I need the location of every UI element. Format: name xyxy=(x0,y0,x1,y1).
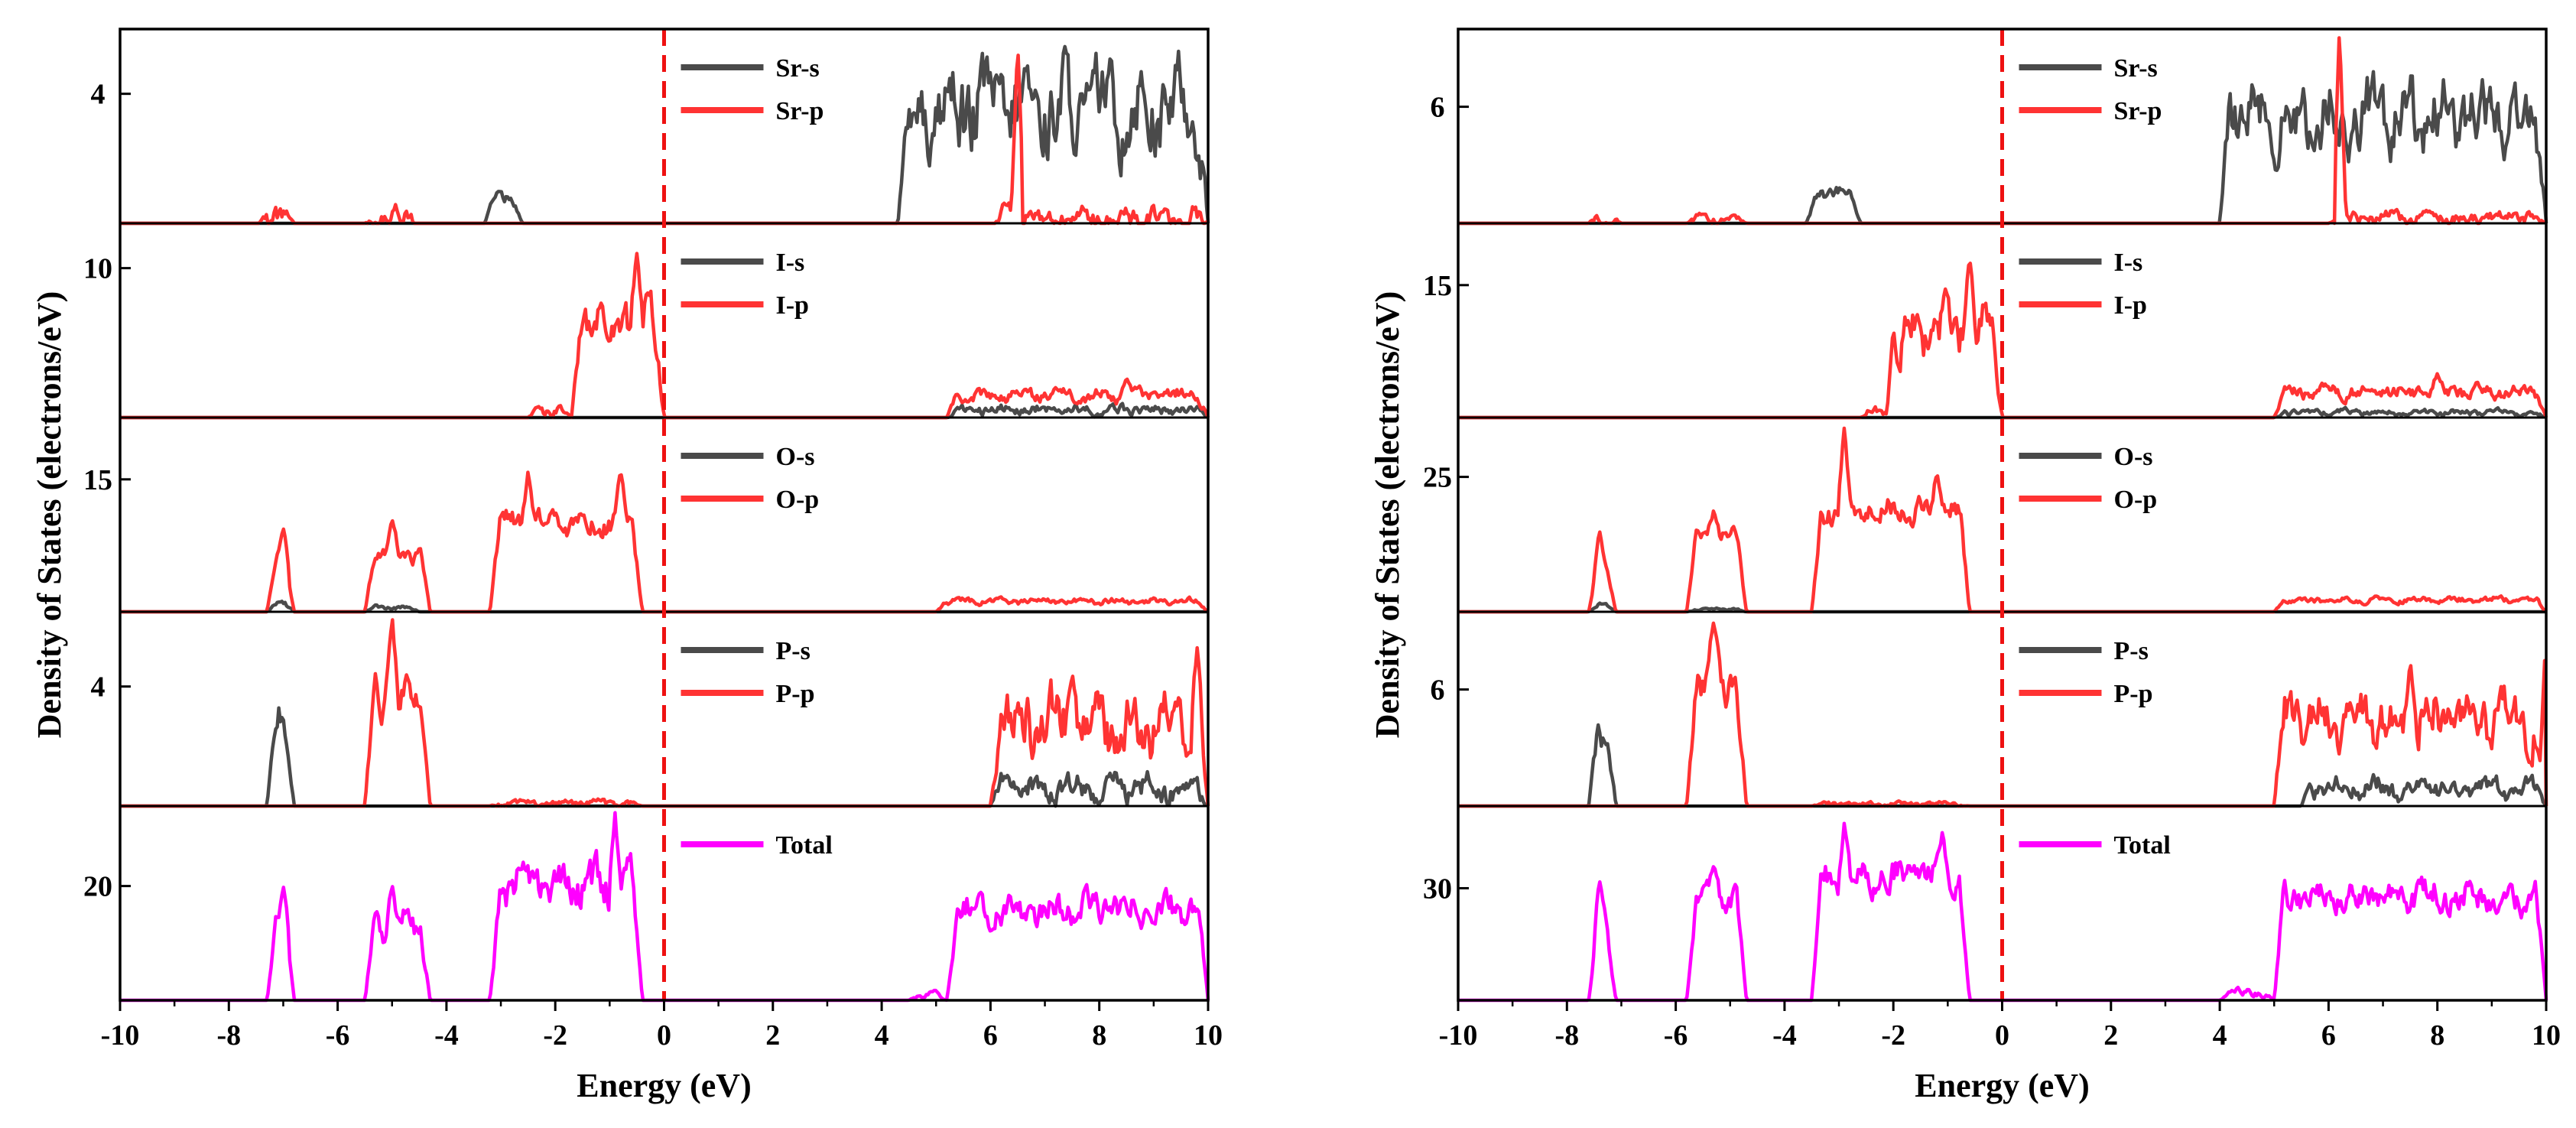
y-tick-label: 15 xyxy=(1423,270,1452,302)
y-tick-label: 6 xyxy=(1431,92,1445,124)
x-tick-label: 10 xyxy=(2532,1019,2561,1052)
panel-total: 30 Total xyxy=(1423,821,2548,1003)
y-tick-label: 4 xyxy=(91,671,106,704)
legend-label-o-s: O-s xyxy=(2114,443,2153,471)
x-tick-label: 8 xyxy=(1092,1019,1106,1052)
panel-i: 10 I-s I-p xyxy=(83,249,1210,420)
legend-label-p-s: P-s xyxy=(776,637,810,665)
legend-label-p-s: P-s xyxy=(2114,637,2149,665)
x-tick-label: 2 xyxy=(765,1019,780,1052)
x-tick-label: 6 xyxy=(2321,1019,2336,1052)
x-tick-label: 10 xyxy=(1194,1019,1223,1052)
legend-label-sr-s: Sr-s xyxy=(776,54,820,83)
panel-sr: 6 Sr-s Sr-p xyxy=(1431,36,2548,226)
y-tick-label: 30 xyxy=(1423,873,1452,905)
legend-label-p-p: P-p xyxy=(2114,680,2153,708)
y-axis-title: Density of States (electrons/eV) xyxy=(31,291,68,738)
right-chart: 6 Sr-s Sr-p 15 I-s I-p 25 O-s O-p 6 P-s P-p 30 Total -… xyxy=(1369,28,2561,1104)
panel-total: 20 Total xyxy=(83,811,1210,1003)
legend-label-i-s: I-s xyxy=(776,249,805,277)
legend-label-i-s: I-s xyxy=(2114,249,2143,277)
panel-o: 15 O-s O-p xyxy=(83,443,1210,614)
x-tick-label: -2 xyxy=(543,1019,567,1052)
left-chart: 4Sr-sSr-p10 I-sI-p15O-sO-p4P-sP-p20Total-… xyxy=(31,28,1223,1104)
legend-label-total: Total xyxy=(2114,831,2171,860)
x-tick-label: -4 xyxy=(434,1019,459,1052)
panel-i: 15 I-s I-p xyxy=(1423,249,2548,420)
x-tick-label: -8 xyxy=(216,1019,241,1052)
x-tick-label: -10 xyxy=(1439,1019,1478,1052)
x-axis-title: Energy (eV) xyxy=(1915,1067,2090,1104)
x-tick-label: -10 xyxy=(101,1019,140,1052)
y-tick-label: 10 xyxy=(83,253,112,285)
legend-label-o-p: O-p xyxy=(776,486,820,514)
x-tick-label: -6 xyxy=(1664,1019,1688,1052)
legend-label-o-s: O-s xyxy=(776,443,815,471)
x-tick-label: -4 xyxy=(1772,1019,1797,1052)
x-tick-label: 2 xyxy=(2103,1019,2118,1052)
x-tick-label: -6 xyxy=(326,1019,350,1052)
panel-p: 6 P-s P-p xyxy=(1431,621,2548,808)
y-tick-label: 4 xyxy=(91,79,106,111)
y-tick-label: 6 xyxy=(1431,675,1445,707)
panel-p: 4 P-s P-p xyxy=(91,618,1210,808)
y-tick-label: 20 xyxy=(83,871,112,903)
x-tick-label: 0 xyxy=(657,1019,671,1052)
panel-sr: 4 Sr-s Sr-p xyxy=(91,44,1210,226)
legend-label-i-p: I-p xyxy=(776,291,809,320)
x-axis-title: Energy (eV) xyxy=(577,1067,752,1104)
legend-label-sr-p: Sr-p xyxy=(2114,97,2162,125)
legend-label-total: Total xyxy=(776,831,833,860)
x-tick-label: 6 xyxy=(983,1019,998,1052)
y-tick-label: 15 xyxy=(83,464,112,496)
panel-o: 25 O-s O-p xyxy=(1423,426,2548,614)
x-tick-label: -8 xyxy=(1554,1019,1579,1052)
legend-label-i-p: I-p xyxy=(2114,291,2147,320)
legend-label-sr-s: Sr-s xyxy=(2114,54,2158,83)
x-tick-label: 0 xyxy=(1995,1019,2009,1052)
x-tick-label: 8 xyxy=(2430,1019,2444,1052)
legend-label-o-p: O-p xyxy=(2114,486,2158,514)
legend-label-sr-p: Sr-p xyxy=(776,97,824,125)
x-tick-label: 4 xyxy=(2213,1019,2227,1052)
y-axis-title: Density of States (electrons/eV) xyxy=(1369,291,1406,738)
x-tick-label: -2 xyxy=(1881,1019,1905,1052)
y-tick-label: 25 xyxy=(1423,462,1452,494)
legend-label-p-p: P-p xyxy=(776,680,815,708)
x-tick-label: 4 xyxy=(875,1019,889,1052)
